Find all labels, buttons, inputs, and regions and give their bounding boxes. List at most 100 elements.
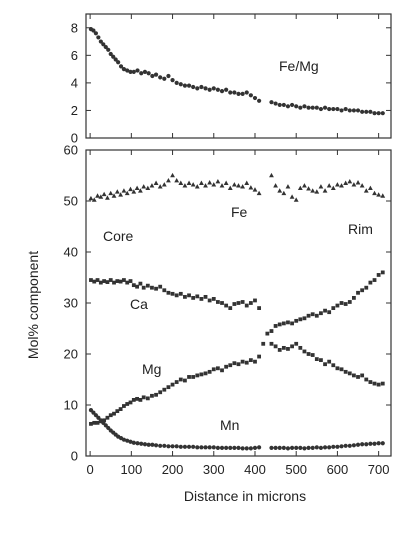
data-point-fe-mg — [108, 51, 113, 57]
data-point-fe — [347, 179, 353, 184]
data-point-fe-mg — [277, 102, 282, 108]
data-point-mg — [154, 392, 158, 397]
data-point-fe-mg — [182, 83, 188, 88]
data-point-ca — [356, 375, 360, 379]
data-point-ca — [166, 290, 171, 295]
data-point-mn — [257, 445, 262, 450]
data-point-ca — [368, 380, 373, 384]
bottom-y-tick-label: 20 — [64, 347, 78, 362]
data-point-fe-mg — [318, 106, 324, 112]
data-point-fe-mg — [128, 69, 133, 74]
data-point-mg — [215, 366, 220, 371]
data-point-fe-mg — [113, 57, 118, 62]
data-point-fe-mg — [215, 87, 220, 92]
data-point-fe-mg — [106, 47, 111, 52]
data-point-fe-mg — [121, 67, 127, 72]
data-point-mg — [269, 329, 274, 333]
data-point-fe-mg — [139, 71, 144, 76]
data-point-mg — [112, 411, 116, 416]
data-point-mg — [131, 398, 136, 402]
data-point-mn — [335, 444, 340, 449]
data-point-fe-mg — [203, 86, 208, 91]
data-point-fe-mg — [153, 72, 159, 77]
data-point-fe-mg — [355, 108, 361, 113]
data-point-fe-mg — [111, 54, 116, 59]
data-point-mn — [128, 439, 133, 444]
data-point-mg — [314, 313, 319, 318]
bottom-y-tick-label: 10 — [64, 398, 78, 413]
data-point-mg — [380, 270, 385, 275]
data-point-fe — [236, 183, 241, 188]
data-point-ca — [115, 279, 120, 283]
data-point-mn — [224, 445, 229, 450]
data-point-mn — [186, 444, 192, 449]
data-point-fe — [207, 180, 213, 185]
data-point-fe-mg — [252, 95, 258, 101]
data-point-mg — [115, 409, 120, 414]
data-point-mg — [174, 380, 179, 384]
data-point-mg — [178, 377, 183, 382]
data-point-ca — [347, 371, 352, 376]
data-point-mn — [368, 441, 373, 446]
data-point-mn — [153, 443, 159, 448]
data-point-fe — [111, 193, 117, 198]
data-point-mg — [224, 364, 229, 369]
data-point-mg — [343, 302, 348, 306]
data-point-mg — [372, 278, 377, 282]
top-y-tick-label: 2 — [71, 103, 78, 118]
data-point-mg — [319, 311, 323, 316]
data-point-fe — [101, 191, 107, 197]
data-point-mg — [105, 415, 110, 420]
data-point-mg — [360, 288, 365, 293]
data-point-mg — [191, 375, 196, 379]
data-point-mn — [285, 446, 291, 451]
data-point-fe-mg — [162, 76, 167, 81]
data-point-fe — [134, 185, 140, 191]
data-point-fe — [363, 188, 369, 193]
bottom-x-tick-label: 700 — [368, 462, 390, 477]
data-point-mg — [302, 316, 307, 321]
data-point-mn — [252, 445, 258, 450]
data-point-mg — [128, 400, 133, 405]
data-point-fe-mg — [294, 104, 299, 109]
data-point-fe — [322, 188, 328, 193]
data-point-ca — [302, 349, 307, 354]
data-point-mg — [376, 273, 381, 277]
data-point-ca — [191, 296, 196, 300]
data-point-mg — [228, 363, 233, 368]
data-point-ca — [380, 381, 385, 386]
data-point-fe-mg — [339, 108, 344, 113]
data-point-fe — [240, 184, 246, 189]
data-point-fe — [223, 180, 229, 185]
data-point-mn — [203, 445, 208, 450]
data-point-ca — [203, 294, 208, 299]
data-point-fe — [145, 185, 151, 191]
data-point-fe — [297, 185, 303, 191]
top-y-tick-label: 8 — [71, 20, 78, 35]
data-point-fe — [88, 195, 94, 201]
data-point-fe-mg — [343, 106, 348, 112]
data-point-mn — [347, 443, 352, 448]
data-point-ca — [253, 298, 257, 303]
data-point-fe — [326, 183, 332, 188]
top-y-tick-label: 6 — [71, 48, 78, 63]
data-point-mn — [273, 445, 278, 450]
data-point-fe-mg — [131, 69, 136, 74]
data-point-fe-mg — [289, 102, 295, 108]
data-point-fe-mg — [125, 68, 130, 73]
data-point-fe — [244, 180, 250, 185]
data-point-fe-mg — [351, 108, 357, 113]
data-point-mn — [135, 441, 140, 446]
data-point-fe — [105, 195, 110, 200]
data-point-fe — [91, 197, 97, 202]
bottom-y-tick-label: 30 — [64, 296, 78, 311]
data-point-fe-mg — [285, 104, 291, 109]
data-point-ca — [294, 341, 299, 346]
data-point-mn — [191, 444, 196, 449]
data-point-ca — [158, 284, 163, 289]
data-point-fe-mg — [306, 105, 311, 110]
data-point-mg — [166, 385, 171, 390]
bottom-x-tick-label: 500 — [285, 462, 307, 477]
data-point-ca — [269, 341, 274, 346]
data-point-fe-mg — [116, 60, 121, 65]
